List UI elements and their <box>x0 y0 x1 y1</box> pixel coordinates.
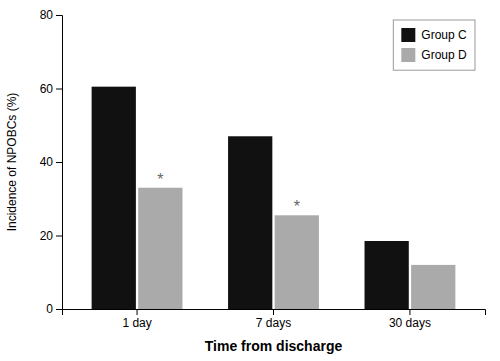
legend-swatch <box>401 28 415 42</box>
chart-container: 0204060801 day7 days30 days**Group CGrou… <box>0 0 500 361</box>
bar <box>365 241 409 309</box>
legend-item: Group D <box>401 48 467 62</box>
legend-label: Group C <box>421 28 467 42</box>
x-tick-mark <box>137 309 138 315</box>
legend-item: Group C <box>401 28 467 42</box>
y-axis: 0 20 40 60 80 <box>40 8 63 316</box>
y-tick: 80 <box>40 8 62 22</box>
y-tick-mark <box>56 236 62 237</box>
y-tick-mark <box>56 162 62 163</box>
plot: 0204060801 day7 days30 days**Group CGrou… <box>40 8 486 329</box>
bar <box>411 265 455 309</box>
x-tick-mark <box>273 309 274 315</box>
y-axis-line <box>56 16 63 310</box>
x-tick: 7 days <box>256 309 291 330</box>
y-tick-mark <box>56 89 62 90</box>
y-tick: 0 <box>46 302 62 316</box>
bars <box>92 87 456 309</box>
legend-swatch <box>401 48 415 62</box>
y-tick-mark <box>56 309 62 310</box>
y-tick-label: 60 <box>40 82 54 96</box>
bar <box>275 215 319 309</box>
y-tick: 40 <box>40 155 62 169</box>
x-tick-label: 30 days <box>389 316 431 330</box>
annotation: * <box>157 171 163 188</box>
y-tick: 60 <box>40 82 62 96</box>
y-tick-label: 80 <box>40 8 54 22</box>
y-tick-label: 0 <box>46 302 53 316</box>
legend-frame <box>393 20 475 70</box>
x-tick: 1 day <box>122 309 151 330</box>
y-tick-label: 40 <box>40 155 54 169</box>
chart-svg: 0204060801 day7 days30 days**Group CGrou… <box>0 0 500 361</box>
x-axis-line <box>63 310 486 316</box>
annotations: ** <box>157 171 300 216</box>
bar <box>228 136 272 309</box>
x-tick: 30 days <box>389 309 431 330</box>
legend-items: Group C Group D <box>401 28 467 62</box>
bar <box>92 87 136 309</box>
x-tick-label: 1 day <box>122 316 151 330</box>
legend: Group C Group D <box>393 20 475 70</box>
x-tick-label: 7 days <box>256 316 291 330</box>
bar-series <box>92 87 409 309</box>
x-axis-title: Time from discharge <box>205 338 343 354</box>
y-tick-mark <box>56 15 62 16</box>
legend-label: Group D <box>421 48 467 62</box>
y-tick-label: 20 <box>40 229 54 243</box>
annotation: * <box>294 198 300 215</box>
bar <box>138 188 182 309</box>
x-axis: 1 day 7 days 30 days <box>63 309 486 330</box>
y-axis-title: Incidence of NPOBCs (%) <box>5 93 19 232</box>
x-tick-mark <box>409 309 410 315</box>
y-tick: 20 <box>40 229 62 243</box>
bar-series <box>138 188 455 309</box>
